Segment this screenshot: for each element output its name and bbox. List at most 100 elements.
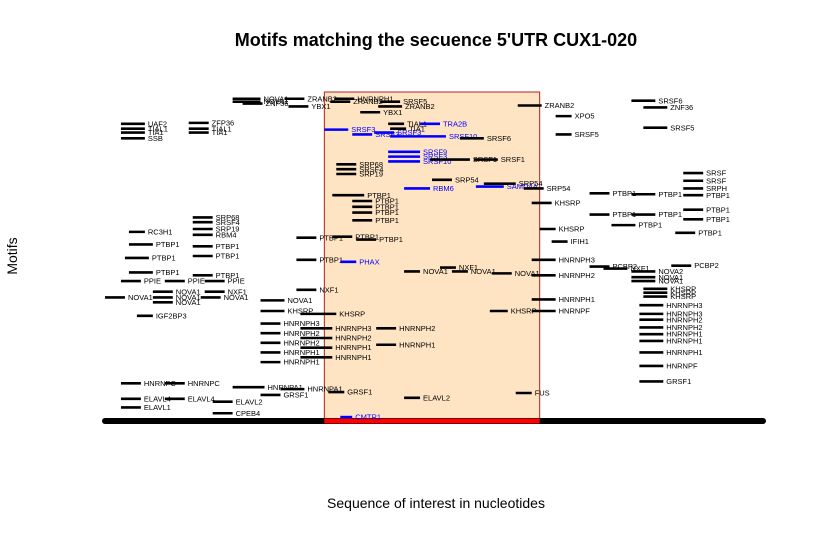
motif-label: PTBP1 [375,197,399,206]
motif-label: SRSF3 [423,152,447,161]
motif-130: HNRNPH1 [639,330,703,339]
motif-label: PPIE [188,277,205,286]
motif-144: PTBP1 [675,228,722,237]
motif-117: PTBP1 [611,221,662,230]
motif-label: SRP19 [359,170,383,179]
motif-29: NOVA1 [152,298,201,307]
motif-label: PTBP1 [612,210,636,219]
highlight-region [323,91,541,421]
motif-64: YBX1 [360,108,402,117]
motif-label: TIA1 [409,124,425,133]
motif-30: IGF2BP3 [136,311,187,320]
motif-label: HNRNPF [559,307,591,316]
motif-72: SRSF9 [388,147,447,156]
motif-label: SRSF5 [575,130,599,139]
motif-label: NOVA1 [224,293,249,302]
motif-label: HNRNPH3 [559,255,595,264]
motif-121: NOVA1 [631,273,683,282]
y-axis-label: Motifs [4,237,20,274]
motif-label: SRSF4 [359,165,383,174]
motif-10: SRP68 [192,213,240,222]
motif-106: KHSRP [539,225,584,234]
motif-label: NOVA1 [658,277,683,286]
motif-label: YBX1 [383,108,402,117]
motif-label: TIA1 [212,128,228,137]
motif-label: SRSF6 [658,96,682,105]
motif-116: PTBP1 [631,210,682,219]
motif-74: SRSF10 [388,157,451,166]
motif-9: SSB [120,134,163,143]
motif-84: PTBP1 [332,191,391,200]
motif-52: HNRNPH1 [260,358,320,367]
motif-label: HNRNPH1 [335,353,371,362]
motif-51: HNRNPH1 [260,348,320,357]
motif-126: HNRNPH3 [639,301,703,310]
motif-label: PPIE [144,277,161,286]
motif-label: HNRNPA1 [307,385,342,394]
motif-label: PTBP1 [319,233,343,242]
motif-39: ZRANB2 [284,94,337,103]
motif-32: HNRNPC [164,379,220,388]
motif-142: PTBP1 [683,205,730,214]
motif-label: IGF2BP3 [156,311,187,320]
motif-label: SRSF5 [403,97,427,106]
motif-label: SRSF10 [423,157,451,166]
motif-105: KHSRP [531,199,580,208]
motif-4: ZFP36 [188,118,234,127]
motif-label: SRPH [706,184,727,193]
x-axis-label: Sequence of interest in nucleotides [327,495,545,511]
motif-68: SRSF3 [374,128,421,137]
motif-label: HNRNPH1 [666,348,702,357]
motif-label: HNRNPF [666,362,698,371]
motif-label: HNRNPH3 [666,301,702,310]
motif-label: YBX1 [311,102,330,111]
motif-label: SRP54 [455,175,479,184]
motif-127: HNRNPH3 [639,309,703,318]
motif-label: TRA2B [443,119,467,128]
motif-label: PTBP1 [216,252,240,261]
motif-12: SRP19 [192,225,239,234]
motif-125: KHSRP [643,292,696,301]
motif-82: RBM6 [404,184,454,193]
motif-24: NOVA1 [152,287,201,296]
motif-label: HNRNPH3 [666,309,702,318]
motif-96: KHSRP [489,307,537,316]
motif-88: PTBP1 [352,216,399,225]
motif-23: PPIE [204,277,245,286]
motif-label: PTBP1 [706,191,730,200]
motif-41: SRSF3 [324,125,375,134]
motif-44: NXF1 [296,285,339,294]
motif-58: GRSF1 [260,391,308,400]
motif-71: SRSF6 [459,134,511,143]
motif-26: NOVA1 [105,293,153,302]
motif-90: PTBP1 [356,235,403,244]
motif-label: HNRNPH1 [559,295,595,304]
motif-61: SRSF5 [380,97,427,106]
motif-label: HNRNPH1 [283,358,319,367]
motif-79: SRP19 [336,170,383,179]
motif-86: PTBP1 [352,202,399,211]
motif-133: HNRNPF [639,362,698,371]
motif-label: PTBP1 [156,268,180,277]
motif-label: SRSF5 [670,123,694,132]
motif-label: NXF1 [319,285,338,294]
motif-label: NOVA1 [423,267,448,276]
motif-87: PTBP1 [352,208,399,217]
motif-111: HNRNPF [531,307,591,316]
motif-78: SRSF4 [336,165,383,174]
motif-36: ELAVL2 [212,397,263,406]
motif-54: HNRNPH2 [300,334,372,343]
motif-label: PCBP2 [694,261,719,270]
motif-18: PTBP1 [192,252,240,261]
motif-102: XPO5 [555,112,595,121]
motif-label: PHAX [359,257,379,266]
motif-76: SRSF1 [473,155,525,164]
motif-17: PTBP1 [124,254,176,263]
motif-25: NXF1 [204,287,247,296]
motif-8: TIA1 [188,128,228,137]
chart-title: Motifs matching the secuence 5'UTR CUX1-… [235,30,637,50]
motif-2: ZNF36 [242,99,288,108]
motif-label: SRP68 [216,213,240,222]
motif-11: SRSF4 [192,218,240,227]
